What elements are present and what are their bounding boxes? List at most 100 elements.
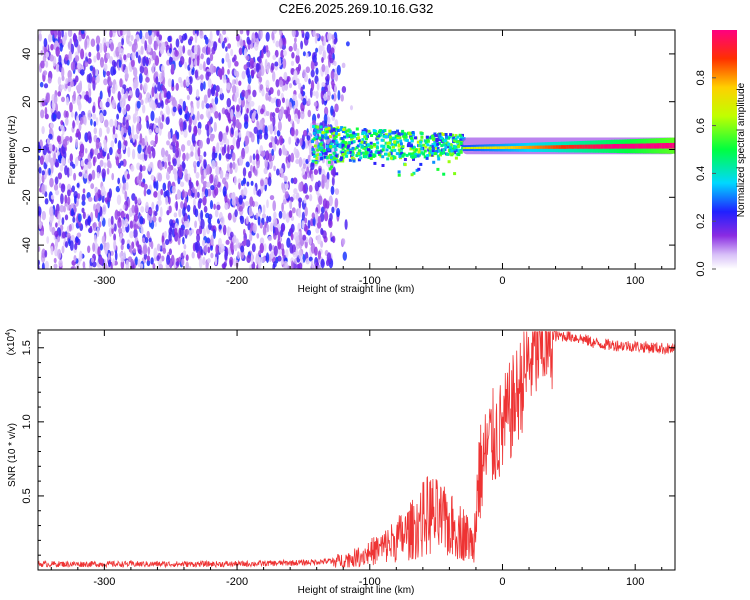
spectrogram-noise-cell [236, 251, 240, 260]
spectrogram-noise-cell [136, 162, 141, 170]
spectrogram-carrier-core [590, 144, 594, 149]
spectrogram-noise-cell [211, 98, 215, 106]
colorbar-ticks: 0.00.20.40.60.8 [695, 70, 716, 277]
spectrogram-signal-cell [442, 148, 446, 152]
spectrogram-noise-cell [329, 57, 334, 64]
spectrogram-noise-cell [238, 195, 243, 205]
spectrogram-noise-cell [46, 236, 50, 244]
spectrogram-signal-cell [348, 158, 352, 162]
spectrogram-noise-cell [290, 232, 294, 241]
spectrogram-noise-cell [145, 201, 149, 213]
spectrogram-signal-cell [357, 158, 361, 162]
spectrogram-signal-cell [332, 131, 336, 135]
spectrogram-noise-cell [274, 49, 279, 58]
spectrogram-noise-cell [304, 206, 308, 217]
spectrogram-signal-cell [365, 137, 368, 141]
snr-y-tick-label: 0.5 [21, 488, 33, 503]
colorbar-tick-label: 0.8 [695, 70, 707, 85]
spectrogram-y-tick-label: 20 [21, 96, 33, 108]
spectrogram-carrier-core [651, 143, 655, 149]
spectrogram-noise-cell [127, 95, 131, 102]
spectrogram-noise-cell [93, 120, 97, 127]
spectrogram-signal-cell [375, 149, 379, 153]
spectrogram-noise-cell [200, 82, 204, 92]
spectrogram-noise-cell [107, 217, 111, 228]
spectrogram-signal-cell [327, 147, 331, 151]
spectrogram-noise-cell [90, 38, 96, 48]
spectrogram-carrier-core [486, 146, 490, 149]
spectrogram-signal-cell [341, 159, 345, 163]
spectrogram-noise-cell [144, 31, 149, 40]
spectrogram-noise-cell [73, 79, 77, 85]
spectrogram-noise-cell [41, 174, 45, 184]
spectrogram-signal-cell [319, 153, 322, 157]
spectrogram-signal-cell [378, 152, 381, 156]
spectrogram-carrier-core [632, 143, 636, 149]
spectrogram-noise-cell [200, 209, 204, 221]
spectrogram-signal-cell [435, 139, 439, 143]
spectrogram-noise-cell [320, 206, 325, 214]
spectrogram-noise-cell [290, 127, 295, 137]
spectrogram-noise-cell [71, 185, 76, 193]
spectrogram-noise-cell [66, 189, 71, 197]
spectrogram-noise-cell [53, 263, 58, 269]
spectrogram-noise-cell [323, 175, 328, 183]
spectrogram-noise-cell [272, 217, 278, 227]
spectrogram-noise-cell [133, 134, 139, 140]
spectrogram-noise-cell [64, 194, 68, 204]
spectrogram-noise-cell [269, 123, 274, 134]
spectrogram-noise-cell [231, 79, 235, 86]
spectrogram-noise-cell [120, 126, 125, 136]
spectrogram-noise-cell [99, 100, 103, 108]
spectrogram-noise-cell [167, 35, 172, 43]
spectrogram-noise-cell [90, 149, 93, 160]
spectrogram-noise-cell [336, 64, 341, 76]
spectrogram-noise-cell [151, 50, 157, 61]
spectrogram-carrier-core [667, 143, 671, 149]
spectrogram-noise-cell [315, 67, 319, 75]
spectrogram-noise-cell [232, 161, 236, 170]
spectrogram-noise-cell [138, 73, 143, 84]
spectrogram-noise-cell [227, 68, 230, 75]
spectrogram-noise-cell [315, 211, 319, 222]
spectrogram-signal-cell [399, 142, 403, 146]
spectrogram-noise-cell [296, 263, 301, 269]
spectrogram-signal-cell [357, 149, 361, 153]
spectrogram-noise-cell [222, 224, 227, 236]
spectrogram-noise-cell [300, 110, 305, 120]
spectrogram-signal-cell [374, 129, 377, 133]
spectrogram-signal-cell [400, 152, 404, 156]
spectrogram-noise-cell [111, 226, 114, 235]
spectrogram-noise-cell [92, 156, 96, 167]
spectrogram-marks [38, 30, 675, 269]
spectrogram-noise-cell [168, 231, 172, 242]
spectrogram-noise-cell [272, 30, 277, 34]
spectrogram-noise-cell [99, 57, 105, 68]
snr-background [38, 330, 675, 570]
spectrogram-noise-cell [75, 115, 80, 126]
spectrogram-noise-cell [133, 38, 138, 46]
spectrogram-carrier-core [619, 143, 623, 149]
spectrogram-noise-cell [49, 177, 54, 188]
spectrogram-noise-cell [331, 206, 335, 214]
spectrogram-signal-cell [382, 134, 386, 138]
spectrogram-noise-cell [173, 212, 178, 218]
spectrogram-carrier-core [529, 145, 533, 149]
spectrogram-carrier-core [624, 143, 628, 149]
spectrogram-noise-cell [216, 204, 221, 211]
spectrogram-noise-cell [211, 159, 216, 170]
spectrogram-signal-cell [423, 155, 427, 159]
spectrogram-signal-cell [412, 157, 415, 161]
spectrogram-noise-cell [88, 173, 93, 182]
spectrogram-noise-cell [279, 79, 284, 88]
spectrogram-noise-cell [263, 45, 267, 55]
spectrogram-noise-cell [225, 125, 229, 133]
spectrogram-noise-cell [77, 213, 82, 223]
spectrogram-noise-cell [44, 198, 49, 205]
spectrogram-signal-cell [431, 145, 435, 149]
spectrogram-noise-cell [61, 59, 65, 65]
spectrogram-carrier-core [470, 146, 474, 149]
spectrogram-noise-cell [97, 246, 101, 258]
spectrogram-noise-cell [207, 46, 211, 55]
spectrogram-noise-cell [254, 32, 259, 39]
